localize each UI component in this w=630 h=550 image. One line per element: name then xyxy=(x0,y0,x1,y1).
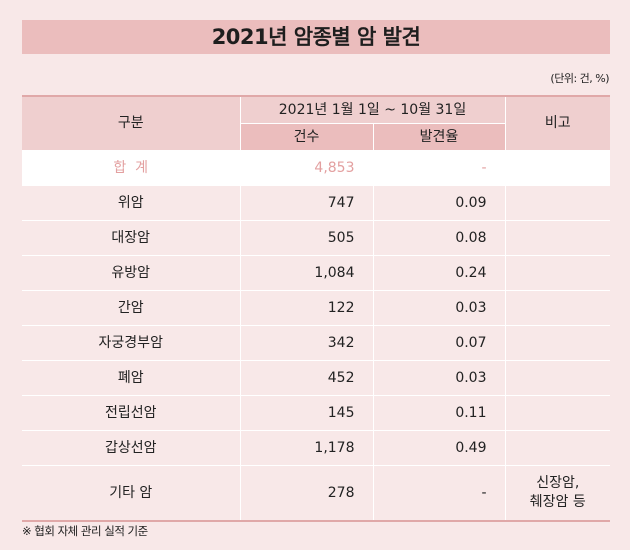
row-rate: 0.08 xyxy=(372,220,506,256)
row-label: 기타 암 xyxy=(22,465,241,522)
row-rate: - xyxy=(372,465,506,522)
total-count: 4,853 xyxy=(239,150,374,186)
row-label: 전립선암 xyxy=(22,395,241,431)
table-row: 자궁경부암 342 0.07 xyxy=(22,325,610,361)
total-label: 합 계 xyxy=(22,150,241,186)
row-count: 278 xyxy=(239,465,374,522)
row-rate: 0.03 xyxy=(372,360,506,396)
row-rate: 0.11 xyxy=(372,395,506,431)
table-row: 위암 747 0.09 xyxy=(22,185,610,221)
row-label: 갑상선암 xyxy=(22,430,241,466)
total-note xyxy=(504,150,610,186)
row-rate: 0.49 xyxy=(372,430,506,466)
row-count: 1,084 xyxy=(239,255,374,291)
row-note-line1: 신장암, xyxy=(536,474,580,491)
row-count: 122 xyxy=(239,290,374,326)
row-note xyxy=(504,220,610,256)
table-row: 유방암 1,084 0.24 xyxy=(22,255,610,291)
footnote: ※ 협회 자체 관리 실적 기준 xyxy=(22,524,148,538)
table-row: 기타 암 278- 신장암, 췌장암 등 xyxy=(22,465,610,522)
row-count: 1,178 xyxy=(239,430,374,466)
row-count: 342 xyxy=(239,325,374,361)
header-rate: 발견율 xyxy=(372,123,505,151)
row-label: 위암 xyxy=(22,185,241,221)
row-note xyxy=(504,360,610,396)
table-row: 갑상선암 1,178 0.49 xyxy=(22,430,610,466)
row-note xyxy=(504,255,610,291)
row-note xyxy=(504,325,610,361)
header-period: 2021년 1월 1일 ~ 10월 31일 xyxy=(239,95,506,124)
row-note xyxy=(504,290,610,326)
table-row: 대장암 505 0.08 xyxy=(22,220,610,256)
row-note-line2: 췌장암 등 xyxy=(529,493,586,510)
row-label: 유방암 xyxy=(22,255,241,291)
cancer-detection-table: 구분 2021년 1월 1일 ~ 10월 31일 비고 건수 발견율 합 계 4… xyxy=(22,95,610,522)
header-count: 건수 xyxy=(240,123,374,151)
table-row: 폐암 452 0.03 xyxy=(22,360,610,396)
row-rate: 0.03 xyxy=(372,290,506,326)
unit-label: (단위: 건, %) xyxy=(550,72,609,85)
row-note xyxy=(504,185,610,221)
row-count: 505 xyxy=(239,220,374,256)
page-title: 2021년 암종별 암 발견 xyxy=(22,20,610,54)
header-category: 구분 xyxy=(22,95,241,151)
row-label: 폐암 xyxy=(22,360,241,396)
table-row: 간암 122 0.03 xyxy=(22,290,610,326)
table-row: 전립선암 145 0.11 xyxy=(22,395,610,431)
row-rate: 0.24 xyxy=(372,255,506,291)
row-rate: 0.09 xyxy=(372,185,506,221)
row-note xyxy=(504,395,610,431)
row-note xyxy=(504,430,610,466)
row-count: 747 xyxy=(239,185,374,221)
header-note: 비고 xyxy=(504,95,610,151)
row-note: 신장암, 췌장암 등 xyxy=(504,465,610,522)
row-label: 자궁경부암 xyxy=(22,325,241,361)
row-rate: 0.07 xyxy=(372,325,506,361)
row-count: 145 xyxy=(239,395,374,431)
total-row: 합 계 4,853 - xyxy=(22,150,610,186)
row-count: 452 xyxy=(239,360,374,396)
total-rate: - xyxy=(372,150,506,186)
row-label: 대장암 xyxy=(22,220,241,256)
row-label: 간암 xyxy=(22,290,241,326)
